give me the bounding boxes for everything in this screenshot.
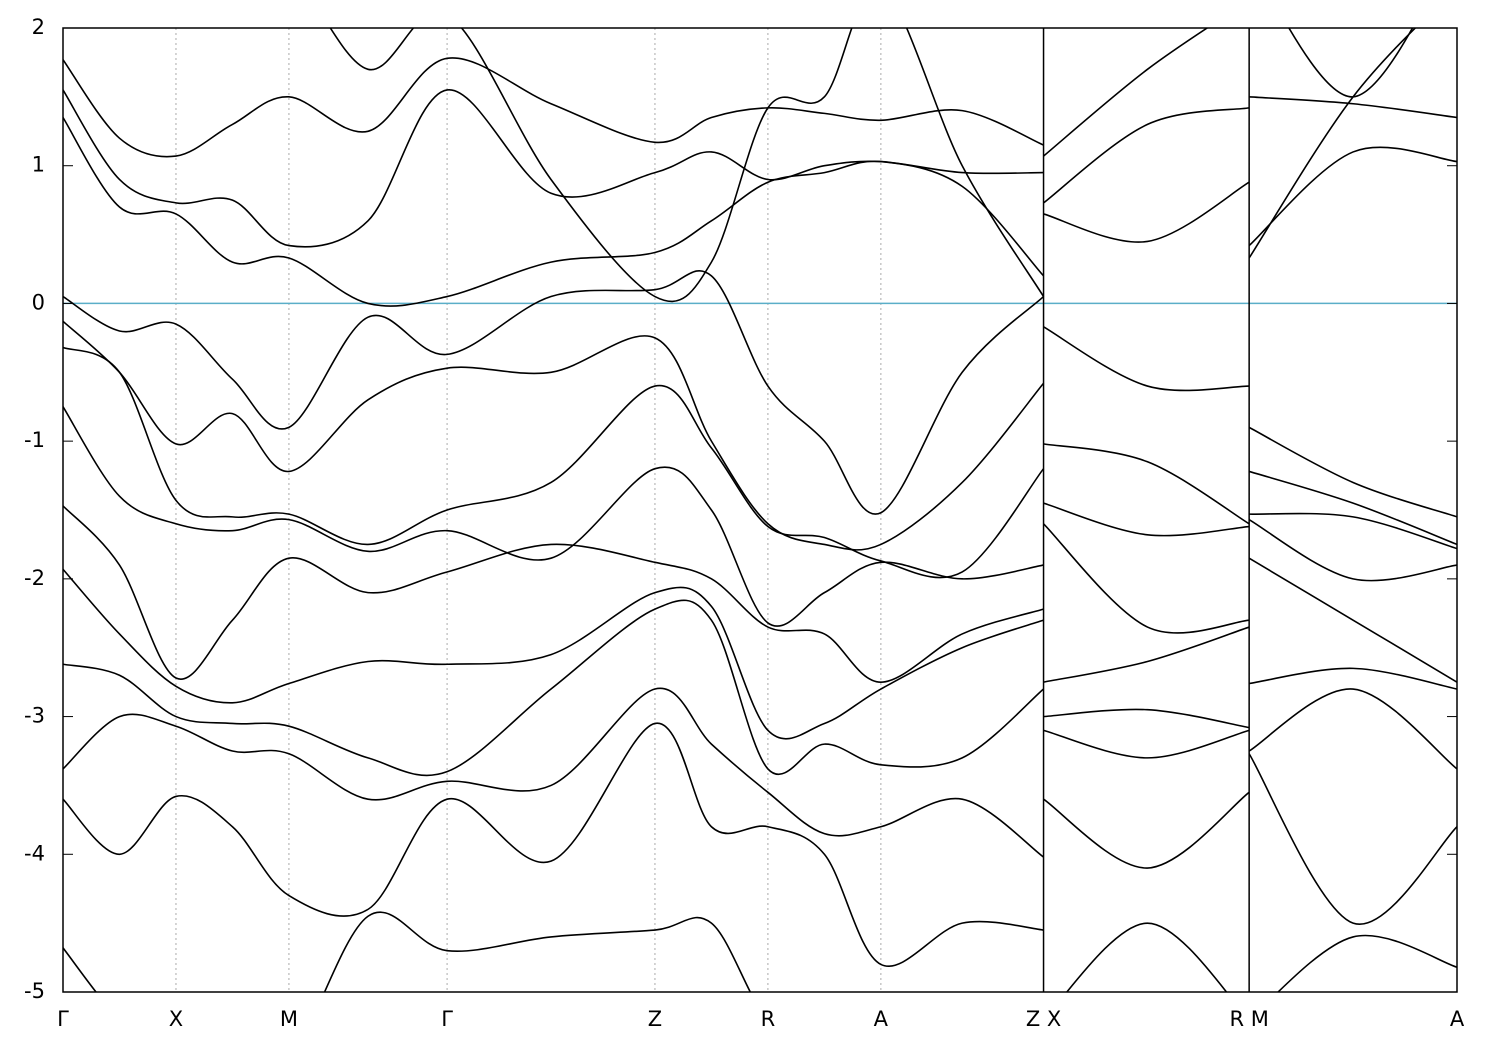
band-line	[1043, 791, 1250, 869]
band-line	[1065, 922, 1228, 992]
x-tick-label: Z X	[1026, 1007, 1061, 1031]
band-line	[63, 117, 1045, 307]
band-line	[1043, 107, 1250, 204]
band-line	[1249, 667, 1457, 690]
band-line	[63, 320, 1045, 551]
band-line	[63, 722, 1044, 968]
band-line	[63, 57, 1044, 158]
y-tick-label: -5	[24, 979, 45, 1003]
y-tick-label: -4	[24, 841, 45, 865]
band-line	[63, 911, 752, 992]
band-line	[1248, 688, 1457, 770]
band-line	[63, 505, 1044, 683]
x-tick-label: R	[761, 1007, 776, 1031]
band-line	[1248, 557, 1457, 683]
y-tick-label: -2	[24, 566, 45, 590]
plot-frame	[62, 27, 1458, 993]
x-tick-label: Γ	[441, 1007, 453, 1031]
band-line	[63, 346, 1045, 579]
band-line	[1276, 934, 1457, 992]
x-tick-label: Z	[648, 1007, 662, 1031]
band-line	[1043, 729, 1250, 759]
band-line	[1043, 181, 1250, 243]
band-line	[63, 406, 1044, 627]
band-line	[63, 269, 1045, 515]
x-tick-label: A	[1450, 1007, 1465, 1031]
band-line	[63, 89, 1044, 248]
y-tick-label: -3	[24, 704, 45, 728]
band-line	[1248, 518, 1457, 582]
band-line	[1043, 443, 1250, 525]
axes: -5 -4 -3 -2 -1 0 1 2 Γ X M Γ Z R A Z X R M A	[24, 15, 1465, 1031]
y-tick-label: 1	[32, 153, 45, 177]
x-tick-label: A	[874, 1007, 889, 1031]
band-line	[1043, 626, 1250, 683]
band-line	[63, 599, 1045, 777]
band-line	[329, 28, 1045, 303]
band-line	[1248, 470, 1457, 546]
band-line	[1248, 753, 1457, 925]
band-line	[1043, 326, 1250, 392]
y-tick-label: 2	[32, 15, 45, 39]
y-tick-label: -1	[24, 428, 45, 452]
band-line	[1249, 512, 1457, 550]
x-tick-label: X	[169, 1007, 183, 1031]
y-tick-label: 0	[32, 290, 45, 314]
band-line	[1249, 96, 1457, 119]
x-tick-label: M	[280, 1007, 298, 1031]
band-line	[1043, 502, 1250, 537]
band-line	[63, 568, 1044, 740]
band-line	[63, 687, 1045, 858]
band-line	[1043, 28, 1209, 157]
band-line	[1248, 28, 1417, 259]
band-line	[1248, 426, 1457, 518]
x-tick-label: Γ	[57, 1007, 69, 1031]
band-line	[1042, 523, 1250, 634]
x-tick-label: R M	[1229, 1007, 1268, 1031]
plot-area	[63, 28, 1457, 992]
band-line	[1043, 708, 1250, 729]
